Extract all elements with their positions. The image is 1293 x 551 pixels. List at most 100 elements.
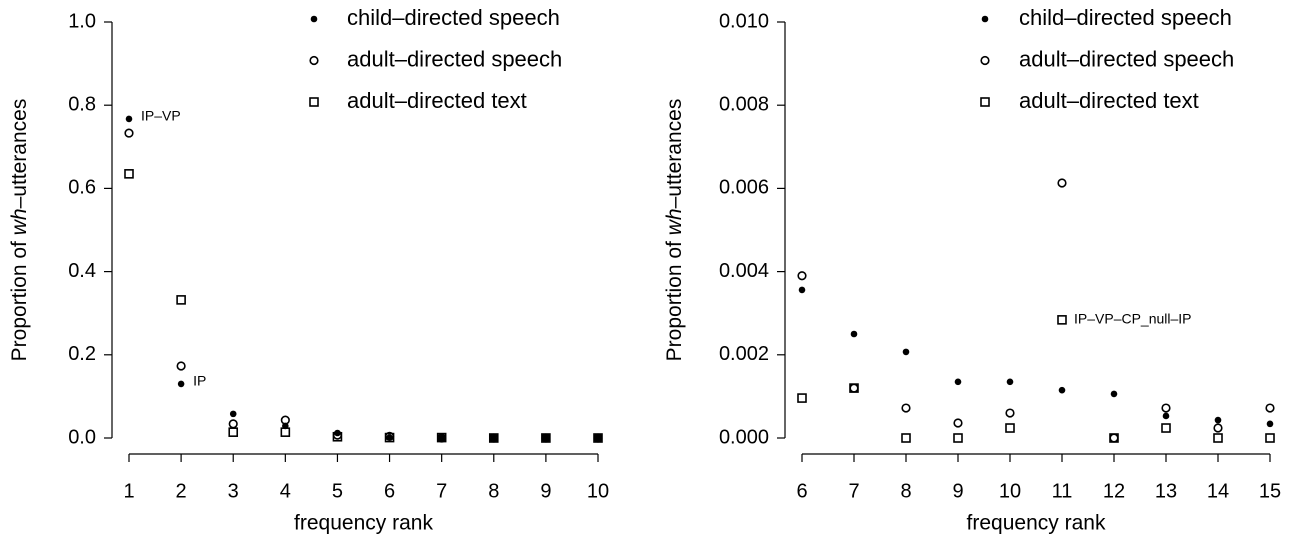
legend-marker xyxy=(980,55,990,66)
point xyxy=(901,433,911,443)
y-axis-title-part: wh xyxy=(8,208,31,235)
point xyxy=(1161,423,1171,433)
x-tick-label: 3 xyxy=(228,480,239,502)
point xyxy=(1162,412,1170,420)
y-tick-label: 0.004 xyxy=(719,260,769,282)
x-tick-label: 6 xyxy=(796,480,807,502)
point xyxy=(542,434,550,442)
point xyxy=(124,169,134,179)
x-tick-label: 12 xyxy=(1103,480,1125,502)
y-tick-label: 0.4 xyxy=(68,260,96,282)
point xyxy=(1005,423,1015,433)
annotation: IP xyxy=(193,373,206,389)
x-tick-label: 7 xyxy=(436,480,447,502)
point xyxy=(902,348,910,356)
x-tick-label: 7 xyxy=(848,480,859,502)
point xyxy=(1005,408,1015,418)
point xyxy=(228,419,238,429)
point xyxy=(797,271,807,281)
point xyxy=(1213,423,1223,433)
point xyxy=(124,128,134,138)
x-tick-label: 2 xyxy=(176,480,187,502)
x-tick-label: 9 xyxy=(952,480,963,502)
x-tick-label: 11 xyxy=(1052,480,1073,502)
x-tick-label: 8 xyxy=(900,480,911,502)
x-tick-label: 10 xyxy=(999,480,1021,502)
point xyxy=(176,361,186,371)
y-axis-title-part: wh xyxy=(663,208,686,235)
point xyxy=(1057,315,1067,325)
point xyxy=(332,431,343,442)
point xyxy=(176,295,186,305)
x-tick-label: 13 xyxy=(1155,480,1177,502)
point xyxy=(1110,390,1118,398)
legend-label: adult–directed speech xyxy=(1019,46,1234,71)
x-tick-label: 1 xyxy=(123,480,134,502)
legend-marker xyxy=(310,15,318,23)
legend-label: adult–directed speech xyxy=(347,46,562,71)
point xyxy=(488,433,499,443)
point xyxy=(228,427,239,437)
point xyxy=(953,418,963,428)
x-tick-label: 4 xyxy=(280,480,291,502)
point xyxy=(541,433,551,443)
point xyxy=(1109,433,1119,443)
point xyxy=(125,115,133,123)
point xyxy=(901,403,911,413)
x-tick-label: 15 xyxy=(1259,480,1281,502)
x-tick-label: 5 xyxy=(332,480,343,502)
point xyxy=(280,427,291,437)
y-tick-label: 0.010 xyxy=(719,10,769,32)
legend-label: adult–directed text xyxy=(347,88,527,113)
point xyxy=(1213,433,1223,443)
x-tick-label: 8 xyxy=(488,480,499,502)
point xyxy=(436,432,447,443)
legend-marker xyxy=(309,55,319,66)
x-tick-label: 6 xyxy=(384,480,395,502)
x-axis-title: frequency rank xyxy=(967,512,1106,535)
point xyxy=(1214,416,1222,424)
legend-marker xyxy=(309,97,319,107)
y-axis-title-part: –utterances xyxy=(8,99,31,209)
point xyxy=(1006,378,1014,386)
y-axis-title-part: –utterances xyxy=(663,99,686,209)
y-axis-title-part: Proportion of xyxy=(663,235,686,361)
point xyxy=(954,378,962,386)
x-tick-label: 14 xyxy=(1207,480,1229,502)
y-tick-label: 0.000 xyxy=(719,426,769,448)
point xyxy=(593,433,603,443)
legend-marker xyxy=(980,97,990,107)
point xyxy=(384,432,395,443)
y-tick-label: 0.6 xyxy=(68,177,96,199)
point xyxy=(594,434,602,442)
legend-label: child–directed speech xyxy=(1019,5,1232,30)
point xyxy=(849,383,859,393)
y-tick-label: 0.006 xyxy=(719,177,769,199)
point xyxy=(1161,403,1171,413)
point xyxy=(850,330,858,338)
point xyxy=(849,383,859,393)
y-tick-label: 0.0 xyxy=(68,426,96,448)
y-tick-label: 0.8 xyxy=(68,93,96,115)
point xyxy=(1057,178,1067,188)
annotation: IP–VP xyxy=(141,108,181,124)
legend-marker xyxy=(981,15,989,23)
point xyxy=(953,433,963,443)
point xyxy=(1109,433,1119,443)
y-axis-title: Proportion of wh–utterances xyxy=(8,99,31,362)
point xyxy=(438,434,445,442)
legend-label: child–directed speech xyxy=(347,5,560,30)
point xyxy=(798,286,806,294)
point xyxy=(490,434,498,442)
point xyxy=(280,415,290,425)
point xyxy=(1265,433,1275,443)
legend-label: adult–directed text xyxy=(1019,88,1199,113)
x-tick-label: 9 xyxy=(540,480,551,502)
point xyxy=(1058,386,1066,394)
y-axis-title-part: Proportion of xyxy=(8,235,31,361)
point xyxy=(1266,420,1274,428)
point xyxy=(1265,403,1275,413)
y-tick-label: 0.2 xyxy=(68,343,96,365)
point xyxy=(797,393,807,403)
